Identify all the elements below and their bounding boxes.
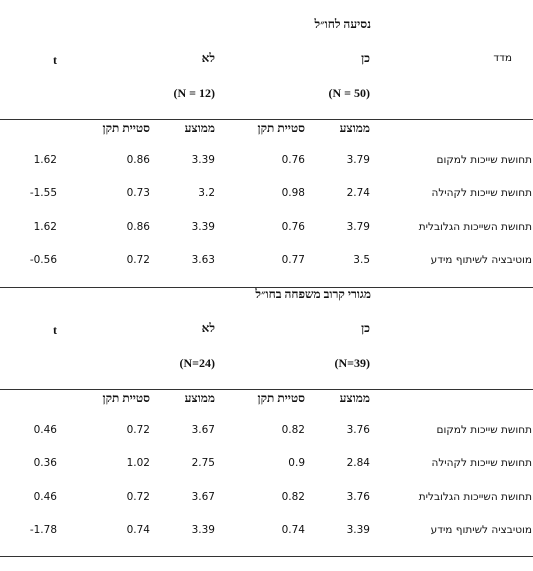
yes-header: כן bbox=[361, 321, 370, 335]
cell-value: 0.46 bbox=[33, 490, 57, 503]
row-label: מוטיבציה לשיתוף מידע bbox=[430, 523, 532, 536]
cell-value: 0.72 bbox=[126, 490, 150, 503]
cell-value: 3.63 bbox=[191, 253, 215, 266]
sub-header: ממוצע bbox=[339, 121, 370, 135]
cell-value: -1.55 bbox=[29, 186, 57, 199]
sub-header: סטיית תקן bbox=[102, 391, 150, 405]
cell-value: 2.74 bbox=[346, 186, 370, 199]
cell-value: 0.36 bbox=[33, 456, 57, 469]
cell-value: 0.76 bbox=[281, 153, 305, 166]
cell-value: 0.74 bbox=[126, 523, 150, 536]
cell-value: 0.72 bbox=[126, 423, 150, 436]
t-header: t bbox=[53, 323, 57, 337]
cell-value: 0.74 bbox=[281, 523, 305, 536]
row-label: תחושת שייכות למקום bbox=[436, 153, 532, 166]
cell-value: 0.46 bbox=[33, 423, 57, 436]
cell-value: 3.39 bbox=[191, 523, 215, 536]
cell-value: 0.76 bbox=[281, 220, 305, 233]
cell-value: 0.82 bbox=[281, 490, 305, 503]
cell-value: 1.62 bbox=[33, 220, 57, 233]
cell-value: 0.72 bbox=[126, 253, 150, 266]
cell-value: 0.77 bbox=[281, 253, 305, 266]
cell-value: 3.79 bbox=[346, 220, 370, 233]
no-n: (N=24) bbox=[179, 356, 216, 370]
sub-header: ממוצע bbox=[184, 391, 215, 405]
cell-value: 0.73 bbox=[126, 186, 150, 199]
cell-value: 2.84 bbox=[346, 456, 370, 469]
cell-value: 3.79 bbox=[346, 153, 370, 166]
no-n: (N = 12) bbox=[173, 86, 216, 100]
cell-value: 3.39 bbox=[346, 523, 370, 536]
row-label: תחושת השייכות הגלובלית bbox=[418, 490, 532, 503]
yes-n: (N=39) bbox=[334, 356, 371, 370]
row-label: תחושת שייכות לקהילה bbox=[431, 456, 532, 469]
cell-value: 3.5 bbox=[353, 253, 370, 266]
t-header: t bbox=[53, 53, 57, 67]
rule bbox=[0, 287, 533, 288]
section-title: מגורי קרוב משפחה בחו״ל bbox=[255, 287, 371, 301]
cell-value: 1.02 bbox=[126, 456, 150, 469]
cell-value: 3.39 bbox=[191, 153, 215, 166]
row-label: תחושת שייכות לקהילה bbox=[431, 186, 532, 199]
no-header: לא bbox=[201, 51, 215, 65]
rule bbox=[0, 556, 533, 557]
sub-header: סטיית תקן bbox=[102, 121, 150, 135]
row-label: תחושת השייכות הגלובלית bbox=[418, 220, 532, 233]
cell-value: 3.67 bbox=[191, 490, 215, 503]
cell-value: 2.75 bbox=[191, 456, 215, 469]
rule bbox=[0, 119, 533, 120]
yes-n: (N = 50) bbox=[328, 86, 371, 100]
cell-value: 3.76 bbox=[346, 423, 370, 436]
cell-value: 3.2 bbox=[198, 186, 215, 199]
sub-header: ממוצע bbox=[184, 121, 215, 135]
no-header: לא bbox=[201, 321, 215, 335]
sub-header: סטיית תקן bbox=[257, 391, 305, 405]
cell-value: 1.62 bbox=[33, 153, 57, 166]
cell-value: 0.86 bbox=[126, 220, 150, 233]
cell-value: 0.86 bbox=[126, 153, 150, 166]
sub-header: סטיית תקן bbox=[257, 121, 305, 135]
cell-value: 0.82 bbox=[281, 423, 305, 436]
cell-value: 0.98 bbox=[281, 186, 305, 199]
section-title: נסיעה לחו״ל bbox=[314, 17, 371, 31]
measure-header: מדד bbox=[493, 51, 512, 64]
cell-value: 3.76 bbox=[346, 490, 370, 503]
cell-value: -1.78 bbox=[29, 523, 57, 536]
row-label: מוטיבציה לשיתוף מידע bbox=[430, 253, 532, 266]
cell-value: 0.9 bbox=[288, 456, 305, 469]
cell-value: 3.67 bbox=[191, 423, 215, 436]
row-label: תחושת שייכות למקום bbox=[436, 423, 532, 436]
rule bbox=[0, 389, 533, 390]
cell-value: 3.39 bbox=[191, 220, 215, 233]
yes-header: כן bbox=[361, 51, 370, 65]
cell-value: -0.56 bbox=[29, 253, 57, 266]
sub-header: ממוצע bbox=[339, 391, 370, 405]
